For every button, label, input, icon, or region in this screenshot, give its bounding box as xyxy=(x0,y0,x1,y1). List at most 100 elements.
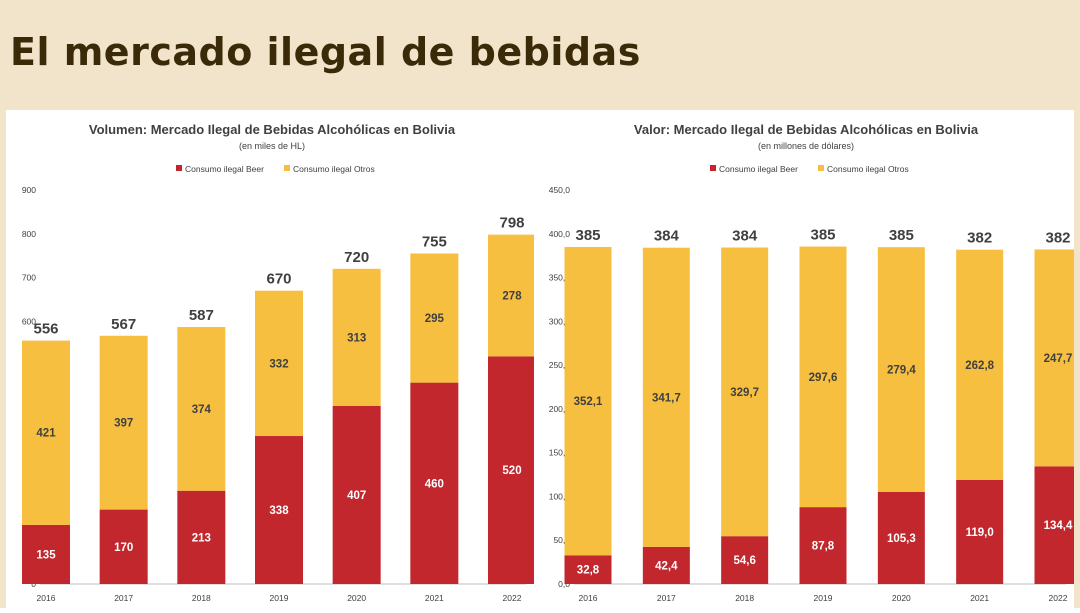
data-label-otros: 247,7 xyxy=(1044,353,1073,365)
bar-otros-2022 xyxy=(1034,249,1080,467)
x-tick-label: 2022 xyxy=(503,593,522,603)
total-label: 385 xyxy=(575,227,600,244)
data-label-beer: 170 xyxy=(114,542,133,554)
bar-otros-2019 xyxy=(799,246,847,508)
data-label-otros: 332 xyxy=(269,358,288,370)
data-label-beer: 87,8 xyxy=(812,541,835,553)
x-tick-label: 2017 xyxy=(657,593,676,603)
bar-otros-2018 xyxy=(177,327,226,491)
legend-swatch-beer xyxy=(710,165,716,171)
y-tick-label: 0,0 xyxy=(558,579,570,589)
total-label: 567 xyxy=(111,316,136,333)
data-label-beer: 42,4 xyxy=(655,560,678,572)
bar-beer-2021 xyxy=(956,479,1004,584)
value-chart-panel: Valor: Mercado Ilegal de Bebidas Alcohól… xyxy=(540,110,1080,608)
total-label: 755 xyxy=(422,233,447,250)
bar-beer-2017 xyxy=(642,546,690,584)
data-label-beer: 135 xyxy=(36,549,56,561)
total-label: 385 xyxy=(889,227,914,244)
total-label: 720 xyxy=(344,249,369,266)
legend-label-otros: Consumo ilegal Otros xyxy=(293,164,375,174)
data-label-otros: 262,8 xyxy=(965,360,994,372)
y-tick-label: 600 xyxy=(22,316,36,326)
bar-beer-2017 xyxy=(99,509,148,584)
x-tick-label: 2017 xyxy=(114,593,133,603)
bar-otros-2017 xyxy=(99,335,148,510)
y-tick-label: 400,0 xyxy=(549,229,571,239)
data-label-otros: 295 xyxy=(425,313,445,325)
bar-otros-2021 xyxy=(410,253,459,383)
bar-beer-2018 xyxy=(721,536,769,584)
x-tick-label: 2019 xyxy=(814,593,833,603)
bar-otros-2021 xyxy=(956,249,1004,480)
bar-otros-2020 xyxy=(877,247,925,492)
bar-beer-2019 xyxy=(255,436,303,584)
x-tick-label: 2018 xyxy=(192,593,211,603)
x-tick-label: 2016 xyxy=(37,593,56,603)
bar-otros-2016 xyxy=(564,246,612,556)
y-tick-label: 150,0 xyxy=(549,448,571,458)
bar-otros-2019 xyxy=(255,290,303,437)
legend-swatch-otros xyxy=(818,165,824,171)
bar-beer-2018 xyxy=(177,490,226,584)
bar-otros-2016 xyxy=(22,340,70,525)
x-tick-label: 2019 xyxy=(270,593,289,603)
x-tick-label: 2021 xyxy=(970,593,989,603)
data-label-beer: 105,3 xyxy=(887,533,916,545)
data-label-beer: 460 xyxy=(425,478,444,490)
x-tick-label: 2020 xyxy=(347,593,366,603)
volume-chart-panel: Volumen: Mercado Ilegal de Bebidas Alcoh… xyxy=(6,110,536,608)
data-label-otros: 278 xyxy=(502,291,522,303)
data-label-otros: 313 xyxy=(347,332,366,344)
legend-label-otros: Consumo ilegal Otros xyxy=(827,164,909,174)
y-tick-label: 800 xyxy=(22,229,36,239)
bar-beer-2019 xyxy=(799,507,847,584)
bar-otros-2018 xyxy=(721,247,769,537)
y-tick-label: 350,0 xyxy=(549,273,571,283)
total-label: 798 xyxy=(499,215,524,232)
bar-otros-2020 xyxy=(332,268,381,406)
legend-swatch-beer xyxy=(176,165,182,171)
total-label: 384 xyxy=(654,228,680,245)
bar-otros-2017 xyxy=(642,247,690,547)
chart-title: Valor: Mercado Ilegal de Bebidas Alcohól… xyxy=(634,122,979,137)
bar-otros-2022 xyxy=(488,234,536,357)
y-tick-label: 300,0 xyxy=(549,316,571,326)
total-label: 384 xyxy=(732,228,758,245)
bar-beer-2022 xyxy=(1034,466,1080,584)
volume-chart: Volumen: Mercado Ilegal de Bebidas Alcoh… xyxy=(22,122,536,603)
total-label: 556 xyxy=(33,321,58,338)
data-label-beer: 520 xyxy=(502,465,521,477)
data-label-otros: 421 xyxy=(36,428,56,440)
data-label-otros: 341,7 xyxy=(652,392,681,404)
left-border xyxy=(0,110,6,608)
data-label-otros: 352,1 xyxy=(574,396,603,408)
y-tick-label: 200,0 xyxy=(549,404,571,414)
data-label-otros: 397 xyxy=(114,418,133,430)
data-label-beer: 119,0 xyxy=(966,527,994,539)
data-label-beer: 32,8 xyxy=(577,565,600,577)
data-label-beer: 134,4 xyxy=(1044,520,1073,532)
chart-subtitle: (en miles de HL) xyxy=(239,141,305,151)
x-tick-label: 2022 xyxy=(1049,593,1068,603)
x-tick-label: 2021 xyxy=(425,593,444,603)
legend-label-beer: Consumo ilegal Beer xyxy=(185,164,264,174)
bar-beer-2022 xyxy=(488,356,536,584)
data-label-beer: 407 xyxy=(347,490,366,502)
chart-title: Volumen: Mercado Ilegal de Bebidas Alcoh… xyxy=(89,122,456,137)
total-label: 587 xyxy=(189,307,214,324)
legend-swatch-otros xyxy=(284,165,290,171)
data-label-beer: 338 xyxy=(269,505,289,517)
data-label-otros: 297,6 xyxy=(809,372,838,384)
legend-label-beer: Consumo ilegal Beer xyxy=(719,164,798,174)
bar-beer-2021 xyxy=(410,382,459,584)
bar-beer-2020 xyxy=(877,491,925,584)
y-tick-label: 50,0 xyxy=(553,535,570,545)
right-border xyxy=(1074,110,1080,608)
header-banner: El mercado ilegal de bebidas xyxy=(0,0,1080,110)
total-label: 385 xyxy=(810,227,835,244)
total-label: 670 xyxy=(266,271,291,288)
data-label-otros: 374 xyxy=(192,404,212,416)
x-tick-label: 2018 xyxy=(735,593,754,603)
x-tick-label: 2016 xyxy=(579,593,598,603)
